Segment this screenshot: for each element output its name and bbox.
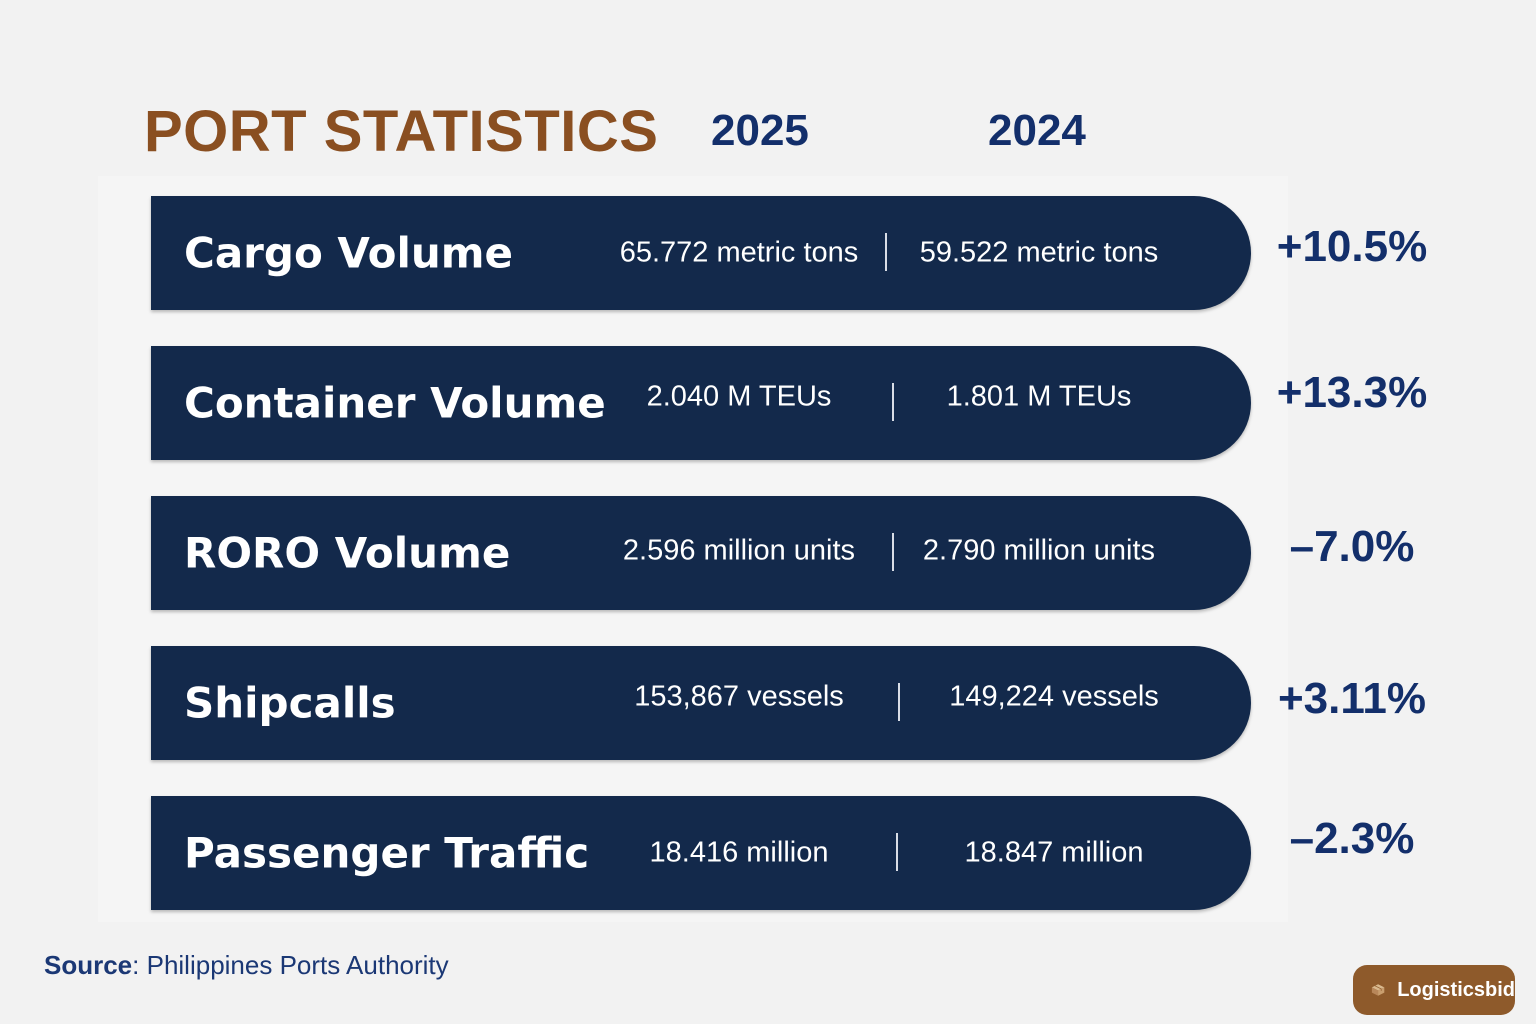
value-divider: [898, 683, 900, 721]
stat-label: Passenger Traffic: [184, 828, 590, 878]
stat-value-2025: 65.772 metric tons: [619, 236, 859, 269]
stat-change-cargo-volume: +10.5%: [1276, 222, 1428, 271]
source-text: : Philippines Ports Authority: [132, 950, 449, 980]
stat-label: Container Volume: [184, 378, 606, 428]
stat-change-shipcalls: +3.11%: [1277, 674, 1427, 723]
year-2025-header: 2025: [711, 106, 809, 155]
stat-change-container-volume: +13.3%: [1276, 368, 1428, 417]
stat-value-2024: 149,224 vessels: [949, 680, 1159, 713]
stat-row-passenger-traffic: Passenger Traffic 18.416 million 18.847 …: [151, 796, 1251, 910]
brand-name: Logisticsbid: [1397, 978, 1515, 1001]
stat-label: Shipcalls: [184, 678, 396, 728]
stat-value-2025: 2.596 million units: [622, 534, 856, 567]
year-2024-header: 2024: [988, 106, 1086, 155]
stat-change-passenger-traffic: –2.3%: [1289, 814, 1415, 863]
stat-row-cargo-volume: Cargo Volume 65.772 metric tons 59.522 m…: [151, 196, 1251, 310]
stat-row-shipcalls: Shipcalls 153,867 vessels 149,224 vessel…: [151, 646, 1251, 760]
stat-label: Cargo Volume: [184, 228, 514, 278]
value-divider: [892, 383, 894, 421]
value-divider: [885, 233, 887, 271]
value-divider: [896, 833, 898, 871]
source-note: Source: Philippines Ports Authority: [44, 950, 449, 981]
stat-value-2024: 18.847 million: [964, 836, 1144, 869]
stat-value-2024: 2.790 million units: [922, 534, 1156, 567]
stat-row-roro-volume: RORO Volume 2.596 million units 2.790 mi…: [151, 496, 1251, 610]
brand-logo[interactable]: Logisticsbid: [1353, 965, 1515, 1015]
stat-label: RORO Volume: [184, 528, 511, 578]
page-title: PORT STATISTICS: [144, 99, 659, 164]
stat-value-2025: 2.040 M TEUs: [646, 380, 832, 413]
value-divider: [892, 533, 894, 571]
stat-value-2025: 153,867 vessels: [634, 680, 844, 713]
box-icon: [1371, 984, 1385, 996]
source-label: Source: [44, 950, 133, 980]
stat-value-2025: 18.416 million: [649, 836, 829, 869]
stat-change-roro-volume: –7.0%: [1289, 522, 1415, 571]
stat-value-2024: 59.522 metric tons: [919, 236, 1159, 269]
stat-row-container-volume: Container Volume 2.040 M TEUs 1.801 M TE…: [151, 346, 1251, 460]
stat-value-2024: 1.801 M TEUs: [946, 380, 1132, 413]
